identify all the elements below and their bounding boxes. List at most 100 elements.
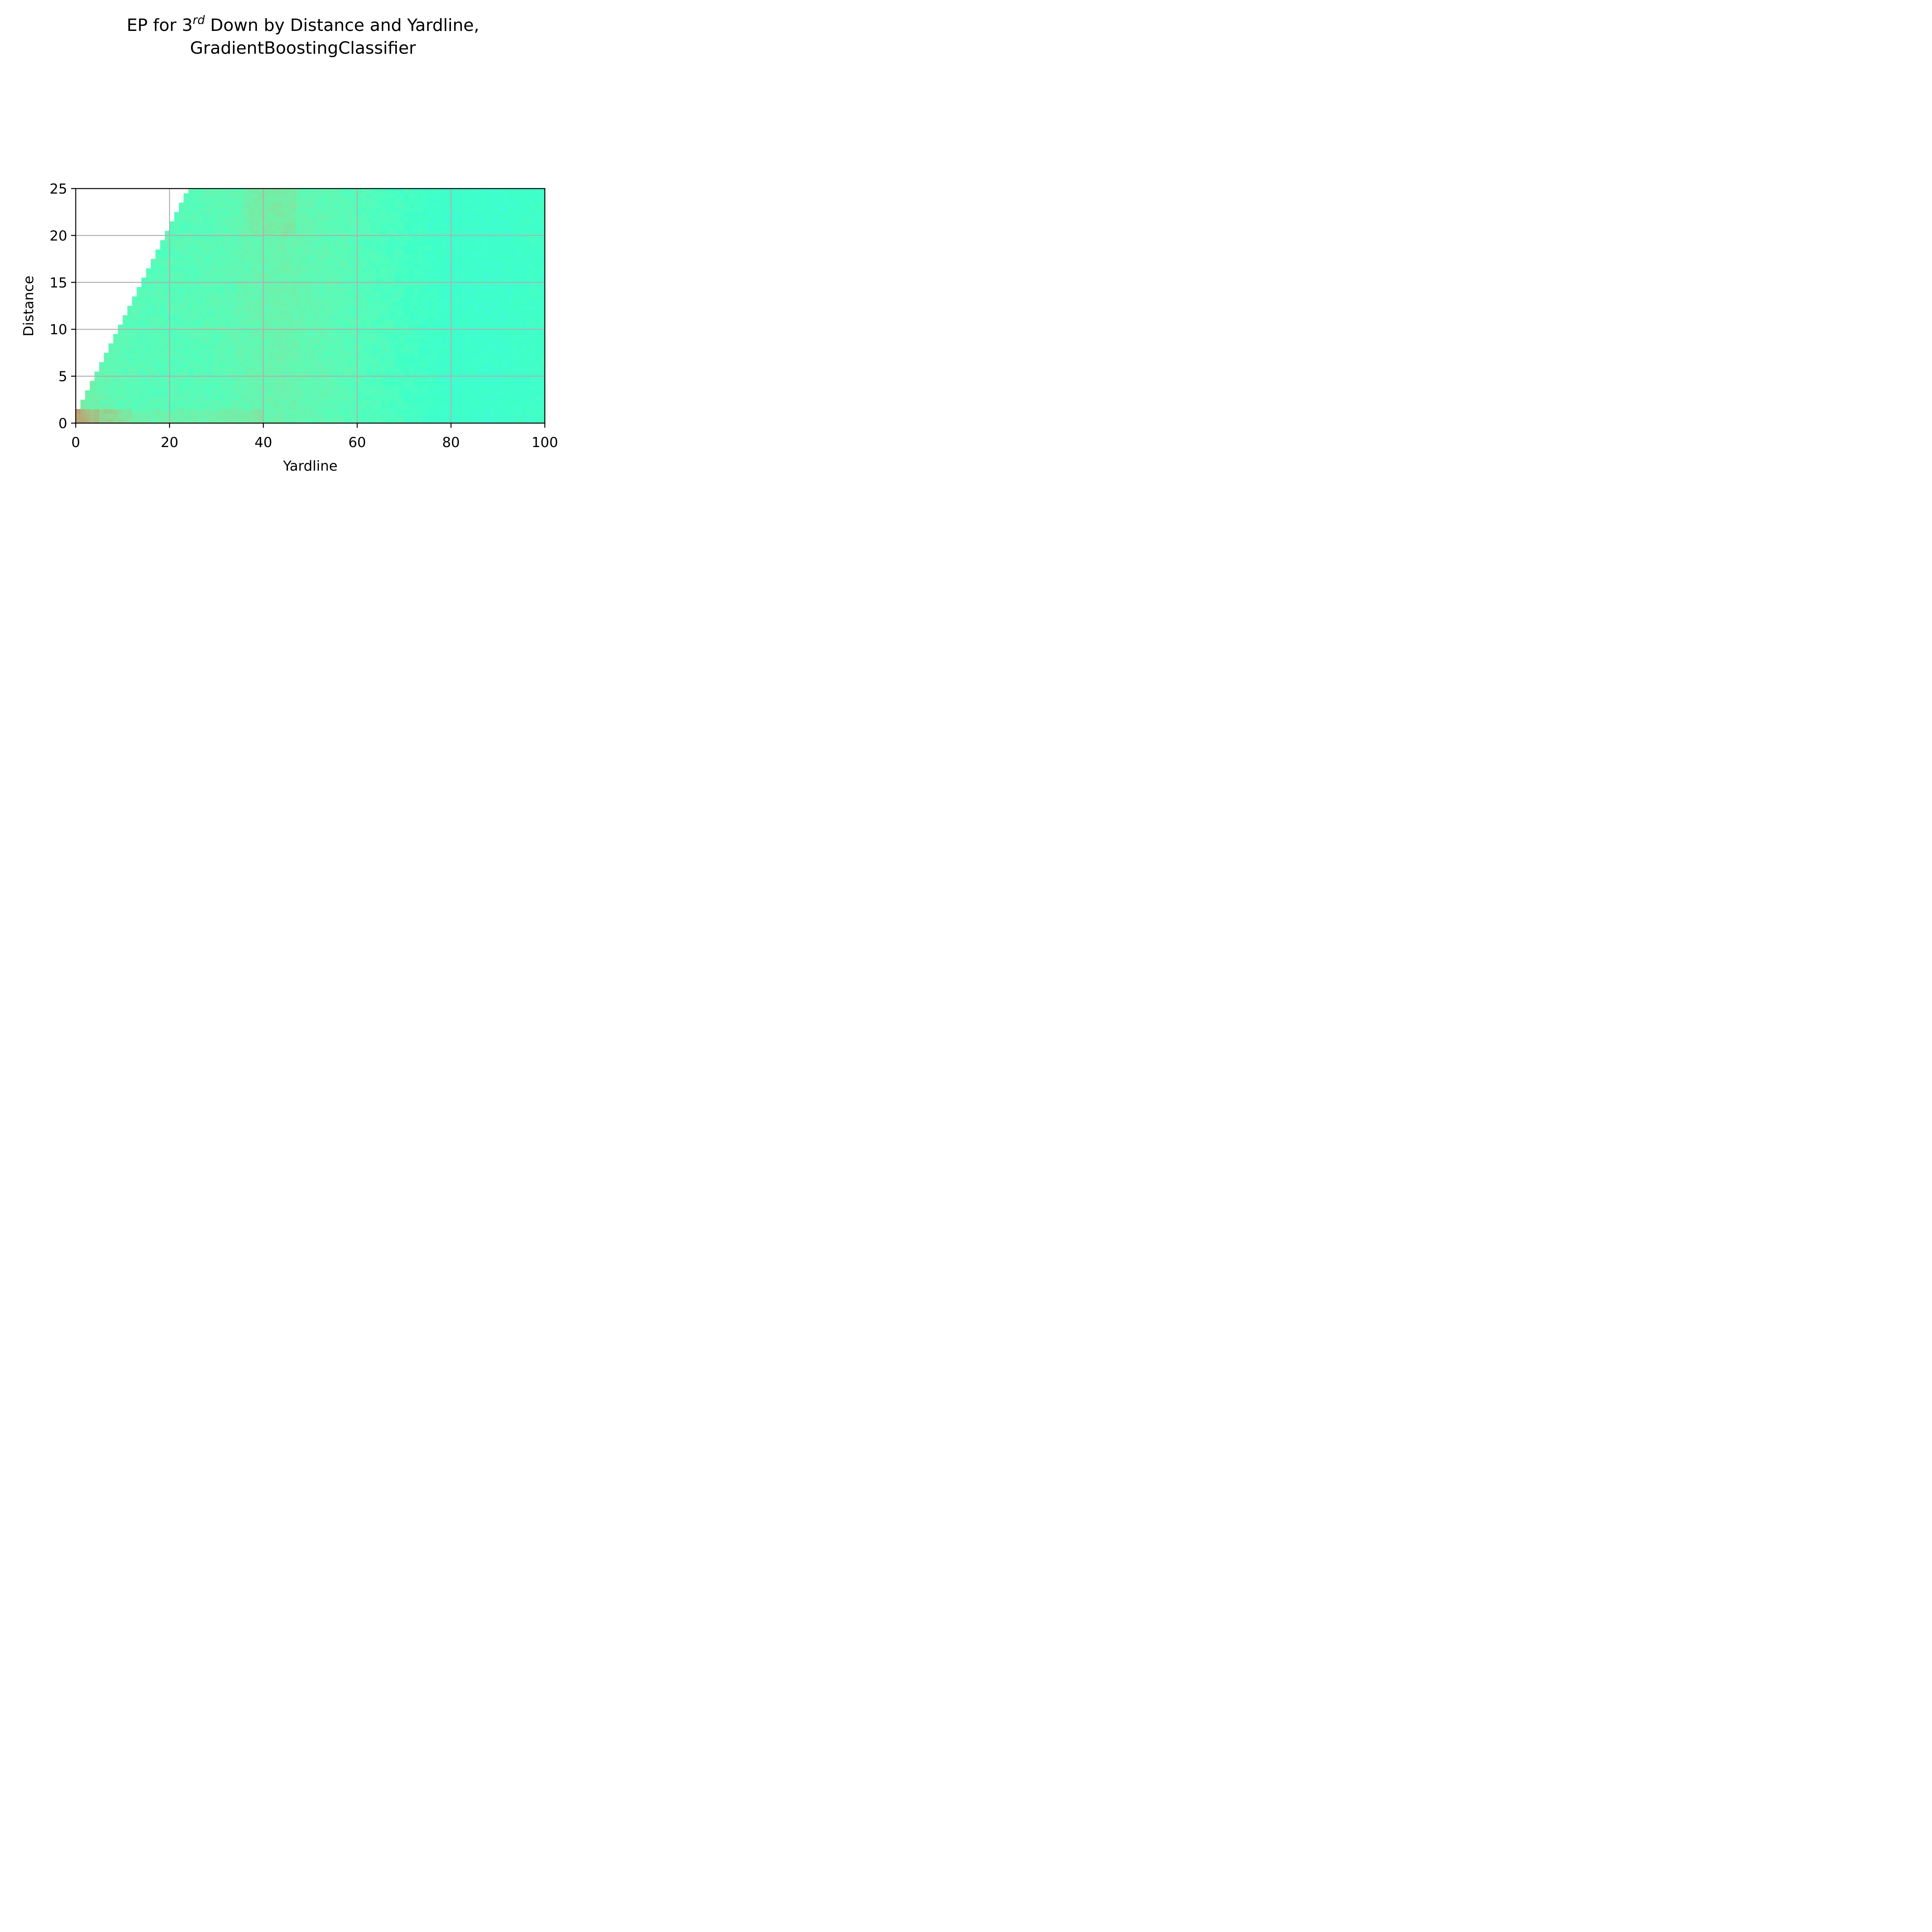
heatmap-cell xyxy=(381,390,386,395)
heatmap-cell xyxy=(474,296,480,301)
heatmap-cell xyxy=(460,235,466,241)
heatmap-cell xyxy=(352,329,357,334)
heatmap-cell xyxy=(263,376,269,381)
heatmap-cell xyxy=(348,259,353,264)
heatmap-cell xyxy=(235,381,240,386)
heatmap-cell xyxy=(263,362,269,367)
heatmap-cell xyxy=(535,381,541,386)
heatmap-cell xyxy=(230,367,236,372)
heatmap-cell xyxy=(151,413,156,419)
heatmap-cell xyxy=(531,235,536,241)
heatmap-cell xyxy=(376,292,381,297)
heatmap-cell xyxy=(207,404,212,410)
heatmap-cell xyxy=(484,362,489,367)
heatmap-cell xyxy=(488,231,494,236)
heatmap-cell xyxy=(446,212,451,217)
heatmap-cell xyxy=(160,362,165,367)
heatmap-cell xyxy=(259,409,264,414)
heatmap-cell xyxy=(517,277,522,283)
heatmap-cell xyxy=(352,198,357,203)
heatmap-cell xyxy=(127,418,133,423)
heatmap-cell xyxy=(498,207,503,213)
heatmap-cell xyxy=(212,352,217,358)
heatmap-cell xyxy=(174,306,179,311)
heatmap-cell xyxy=(404,282,409,287)
heatmap-cell xyxy=(160,277,165,283)
heatmap-cell xyxy=(263,296,269,301)
heatmap-cell xyxy=(122,395,128,400)
heatmap-cell xyxy=(146,385,151,391)
heatmap-cell xyxy=(390,395,395,400)
heatmap-cell xyxy=(305,352,311,358)
heatmap-cell xyxy=(329,400,334,405)
heatmap-cell xyxy=(348,245,353,250)
heatmap-cell xyxy=(469,189,475,194)
heatmap-cell xyxy=(408,296,414,301)
heatmap-cell xyxy=(366,325,372,330)
heatmap-cell xyxy=(512,413,517,419)
heatmap-cell xyxy=(465,226,470,231)
heatmap-cell xyxy=(305,325,311,330)
heatmap-cell xyxy=(329,231,334,236)
heatmap-cell xyxy=(259,282,264,287)
heatmap-cell xyxy=(160,240,165,245)
heatmap-cell xyxy=(174,315,179,320)
heatmap-cell xyxy=(235,259,240,264)
heatmap-cell xyxy=(272,245,278,250)
heatmap-cell xyxy=(146,301,151,306)
heatmap-cell xyxy=(127,400,133,405)
heatmap-cell xyxy=(512,189,517,194)
heatmap-cell xyxy=(99,413,104,419)
heatmap-cell xyxy=(320,343,325,349)
heatmap-cell xyxy=(165,254,170,259)
heatmap-cell xyxy=(362,264,367,269)
heatmap-cell xyxy=(343,221,348,226)
heatmap-cell xyxy=(249,259,254,264)
heatmap-cell xyxy=(427,235,433,241)
heatmap-cell xyxy=(184,296,189,301)
heatmap-cell xyxy=(381,320,386,325)
heatmap-cell xyxy=(381,249,386,255)
heatmap-cell xyxy=(366,348,372,353)
heatmap-cell xyxy=(76,418,81,423)
heatmap-cell xyxy=(245,390,250,395)
heatmap-cell xyxy=(230,362,236,367)
heatmap-cell xyxy=(446,259,451,264)
heatmap-cell xyxy=(395,400,400,405)
heatmap-cell xyxy=(390,418,395,423)
heatmap-cell xyxy=(371,249,376,255)
heatmap-cell xyxy=(169,418,175,423)
heatmap-cell xyxy=(502,226,508,231)
heatmap-cell xyxy=(390,198,395,203)
heatmap-cell xyxy=(254,334,259,339)
heatmap-cell xyxy=(315,198,320,203)
heatmap-cell xyxy=(479,315,484,320)
heatmap-cell xyxy=(259,325,264,330)
heatmap-cell xyxy=(371,264,376,269)
heatmap-cell xyxy=(432,310,437,316)
heatmap-cell xyxy=(385,348,390,353)
heatmap-cell xyxy=(291,301,297,306)
heatmap-cell xyxy=(259,268,264,274)
heatmap-cell xyxy=(357,400,362,405)
heatmap-cell xyxy=(540,352,545,358)
heatmap-cell xyxy=(296,249,301,255)
heatmap-cell xyxy=(146,371,151,377)
heatmap-cell xyxy=(202,292,207,297)
heatmap-cell xyxy=(221,189,226,194)
heatmap-cell xyxy=(226,235,231,241)
heatmap-cell xyxy=(498,385,503,391)
heatmap-cell xyxy=(399,362,405,367)
heatmap-cell xyxy=(320,325,325,330)
heatmap-cell xyxy=(460,296,466,301)
heatmap-cell xyxy=(352,207,357,213)
heatmap-cell xyxy=(305,390,311,395)
heatmap-cell xyxy=(301,226,306,231)
heatmap-cell xyxy=(272,325,278,330)
heatmap-cell xyxy=(474,381,480,386)
heatmap-cell xyxy=(240,202,245,208)
heatmap-cell xyxy=(399,189,405,194)
heatmap-cell xyxy=(136,362,142,367)
heatmap-cell xyxy=(460,329,466,334)
heatmap-cell xyxy=(507,348,512,353)
